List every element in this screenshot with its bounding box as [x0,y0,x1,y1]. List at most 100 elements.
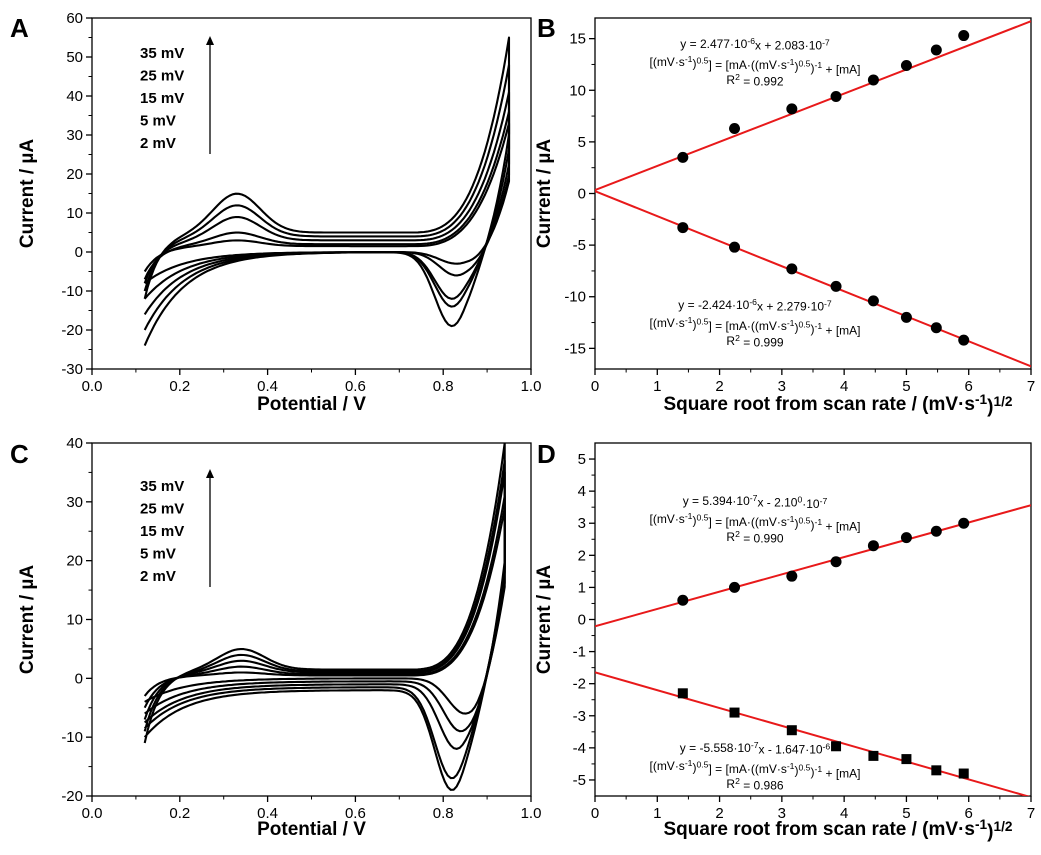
x-tick-label: 5 [902,378,910,395]
y-tick-label: 10 [66,205,83,222]
y-axis-title: Current / µA [534,565,555,674]
data-point [677,151,689,163]
y-tick-label: -4 [573,740,586,757]
x-tick-label: 1.0 [521,378,542,395]
fit-r2: R2​ = 0.999 [726,333,784,349]
data-point [830,556,842,568]
panel-c: C 0.0 0.2 0.4 0.6 0.8 1.0 -20 -10 0 10 20 30 40 Potent… [10,435,541,840]
data-point [900,532,912,544]
y-tick-label: 40 [66,88,83,105]
y-axis-title: Current / µA [534,139,555,248]
panel-b: B 0 1 2 3 4 5 6 7 -15 -10 -5 0 5 10 15 Square root from … [534,13,1035,417]
fit-line [595,671,1031,796]
y-tick-label: 50 [66,49,83,66]
y-tick-label: -3 [573,708,586,725]
cv-curve-35mv [143,443,506,791]
data-point [958,334,970,346]
legend-label: 2 mV [140,135,176,152]
y-tick-label: 0 [75,670,83,687]
fit-equation: y = -2.424·10-6​x + 2.279·10-7​ [678,297,832,313]
legend-label: 35 mV [140,45,184,62]
data-point [868,750,879,761]
y-tick-label: -1 [573,644,586,661]
y-tick-label: 10 [66,612,83,629]
x-tick-label: 3 [778,805,786,822]
x-tick-label: 0.2 [169,378,190,395]
fit-line [595,190,1031,368]
y-tick-label: 40 [66,435,83,452]
fit-equation: y = 2.477·10-6​x + 2.083·10-7​ [680,36,830,52]
cv-curve-2mv [143,506,506,715]
x-tick-label: 1 [653,378,661,395]
data-point [930,322,942,334]
cv-curve-2mv [143,122,511,285]
x-tick-label: 2 [715,805,723,822]
y-tick-label: 5 [578,134,586,151]
y-tick-label: -10 [61,283,83,300]
fit-r2: R2​ = 0.986 [726,776,784,792]
data-point [830,90,842,102]
data-point [677,594,689,606]
data-point [786,725,797,736]
fit-units: [(mV·s-1​)0.5​] = [mA·((mV·s-1​)0.5​)-1​… [649,758,860,780]
x-axis-title: Potential / V [257,394,366,415]
data-point [958,517,970,529]
legend-label: 2 mV [140,568,176,585]
y-tick-label: -10 [564,289,586,306]
data-point [867,540,879,552]
y-tick-label: 20 [66,166,83,183]
x-tick-label: 0.0 [82,378,103,395]
data-point [900,311,912,323]
scan-rate-arrowhead [206,36,214,45]
y-tick-label: 10 [569,82,586,99]
legend-label: 5 mV [140,546,176,563]
data-point [677,222,689,234]
x-tick-label: 0.8 [433,805,454,822]
x-tick-label: 6 [965,378,973,395]
x-axis-title: Square root from scan rate / (mV·s-1​)1/… [664,392,1013,418]
y-tick-label: -5 [573,772,586,789]
cv-curve-25mv [143,63,511,331]
panel-letter: C [10,439,29,469]
y-tick-label: 60 [66,10,83,27]
y-tick-label: 2 [578,547,586,564]
x-tick-label: 0.8 [433,378,454,395]
data-point [930,44,942,56]
y-tick-label: 30 [66,494,83,511]
fit-r2: R2​ = 0.992 [726,72,784,88]
data-point [900,59,912,71]
y-tick-label: 3 [578,515,586,532]
data-point [831,741,842,752]
x-tick-label: 0 [591,805,599,822]
y-axis-title: Current / µA [17,565,38,674]
x-axis-title: Square root from scan rate / (mV·s-1​)1/… [664,817,1013,843]
y-tick-label: 4 [578,483,586,500]
y-tick-label: 30 [66,127,83,144]
y-tick-label: 0 [578,186,586,203]
cv-curve-15mv [143,91,511,315]
x-tick-label: 5 [902,805,910,822]
data-point [729,122,741,134]
fit-r2: R2​ = 0.990 [726,529,784,545]
legend-label: 25 mV [140,68,184,85]
legend-label: 35 mV [140,478,184,495]
fit-line [595,504,1031,628]
panel-letter: D [537,439,556,469]
data-point [867,295,879,307]
fit-line [595,20,1031,192]
fit-equation: y = -5.558·10-7​x - 1.647·10-6​ [680,740,831,756]
y-tick-label: 5 [578,451,586,468]
x-tick-label: 0.2 [169,805,190,822]
x-tick-label: 6 [965,805,973,822]
y-tick-label: -20 [61,788,83,805]
panel-letter: A [10,13,29,43]
data-point [930,525,942,537]
data-point [677,688,688,699]
x-tick-label: 7 [1027,805,1035,822]
plot-frame [91,442,532,797]
legend-label: 15 mV [140,90,184,107]
scan-rate-arrowhead [206,469,214,478]
x-tick-label: 0.4 [257,378,278,395]
x-tick-label: 0.4 [257,805,278,822]
